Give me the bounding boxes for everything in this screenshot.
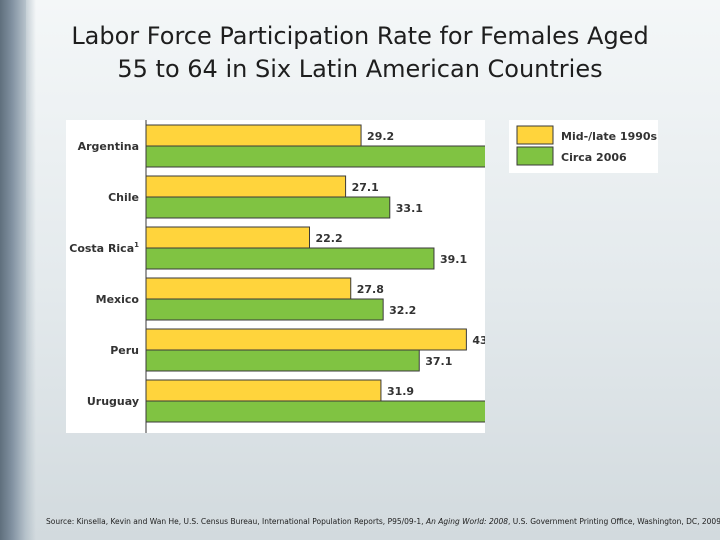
- bar-circa-2006-uruguay: [145, 400, 485, 423]
- chart-legend: Mid-/late 1990s Circa 2006: [516, 125, 658, 166]
- data-label-late-1990s-argentina: 29.2: [367, 130, 394, 143]
- legend-label-circa-2006: Circa 2006: [561, 151, 627, 164]
- bar-late-1990s-uruguay: [145, 379, 382, 402]
- bar-late-1990s-costa-rica: [145, 226, 311, 249]
- data-label-circa-2006-peru: 37.1: [425, 355, 452, 368]
- bar-late-1990s-peru: [145, 328, 467, 351]
- source-prefix: Source: Kinsella, Kevin and Wan He, U.S.…: [46, 517, 426, 526]
- data-label-late-1990s-mexico: 27.8: [357, 283, 384, 296]
- legend-swatch-circa-2006: [516, 146, 554, 166]
- category-footnote-costa-rica: 1: [134, 241, 139, 249]
- data-label-circa-2006-chile: 33.1: [396, 202, 423, 215]
- data-label-late-1990s-uruguay: 31.9: [387, 385, 414, 398]
- bar-circa-2006-chile: [145, 196, 391, 219]
- data-label-circa-2006-mexico: 32.2: [389, 304, 416, 317]
- category-label-argentina: Argentina: [78, 140, 139, 153]
- title-line-2: 55 to 64 in Six Latin American Countries: [117, 55, 603, 83]
- bar-circa-2006-argentina: [145, 145, 485, 168]
- data-label-circa-2006-costa-rica: 39.1: [440, 253, 467, 266]
- legend-panel: Mid-/late 1990s Circa 2006: [509, 120, 658, 173]
- category-label-costa-rica: Costa Rica1: [69, 241, 139, 255]
- bar-late-1990s-mexico: [145, 277, 352, 300]
- category-label-mexico: Mexico: [96, 293, 140, 306]
- category-label-chile: Chile: [108, 191, 139, 204]
- title-line-1: Labor Force Participation Rate for Femal…: [71, 22, 649, 50]
- legend-swatch-late-1990s: [516, 125, 554, 145]
- slide-left-band: [0, 0, 36, 540]
- data-label-late-1990s-peru: 43.5: [472, 334, 485, 347]
- category-label-peru: Peru: [110, 344, 139, 357]
- data-label-late-1990s-chile: 27.1: [352, 181, 379, 194]
- bar-circa-2006-mexico: [145, 298, 384, 321]
- bar-late-1990s-chile: [145, 175, 347, 198]
- category-label-uruguay: Uruguay: [87, 395, 139, 408]
- source-title: An Aging World: 2008: [425, 517, 509, 526]
- slide-title: Labor Force Participation Rate for Femal…: [40, 20, 680, 86]
- bar-circa-2006-peru: [145, 349, 420, 372]
- source-note: Source: Kinsella, Kevin and Wan He, U.S.…: [46, 517, 720, 526]
- bar-late-1990s-argentina: [145, 124, 362, 147]
- source-suffix: , U.S. Government Printing Office, Washi…: [508, 517, 720, 526]
- legend-label-late-1990s: Mid-/late 1990s: [561, 130, 658, 143]
- bar-circa-2006-costa-rica: [145, 247, 435, 270]
- data-label-late-1990s-costa-rica: 22.2: [316, 232, 343, 245]
